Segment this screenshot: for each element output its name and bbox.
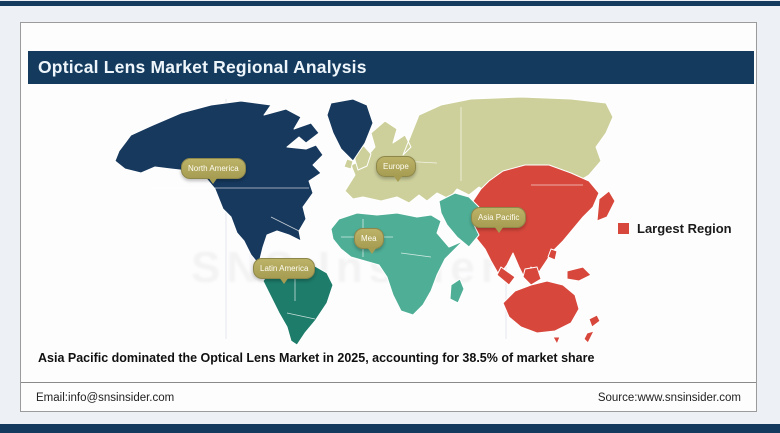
region-mea <box>330 192 480 316</box>
footer-source: Source:www.snsinsider.com <box>597 392 741 404</box>
world-map-svg <box>114 96 616 346</box>
map-label-asia-pacific: Asia Pacific <box>471 207 527 233</box>
map-label-mea: Mea <box>354 228 384 254</box>
page-title: Optical Lens Market Regional Analysis <box>38 57 367 77</box>
region-asia-pacific <box>466 164 616 345</box>
legend: Largest Region <box>618 221 732 236</box>
title-bar: Optical Lens Market Regional Analysis <box>28 51 754 84</box>
legend-swatch-largest-region <box>618 223 629 234</box>
map-label-latin-america: Latin America <box>253 258 316 284</box>
top-accent-strip <box>0 1 780 6</box>
bottom-accent-strip <box>0 424 780 433</box>
key-insight-caption: Asia Pacific dominated the Optical Lens … <box>38 351 595 365</box>
footer: Email:info@snsinsider.com Source:www.sns… <box>21 383 756 413</box>
region-north-america <box>114 98 374 276</box>
map-label-north-america: North America <box>181 158 246 184</box>
footer-email: Email:info@snsinsider.com <box>36 392 175 404</box>
map-label-europe: Europe <box>376 156 416 182</box>
content-card: Optical Lens Market Regional Analysis SN… <box>20 22 757 412</box>
legend-label: Largest Region <box>637 221 732 236</box>
world-map <box>101 89 621 349</box>
footer-divider <box>21 382 756 383</box>
